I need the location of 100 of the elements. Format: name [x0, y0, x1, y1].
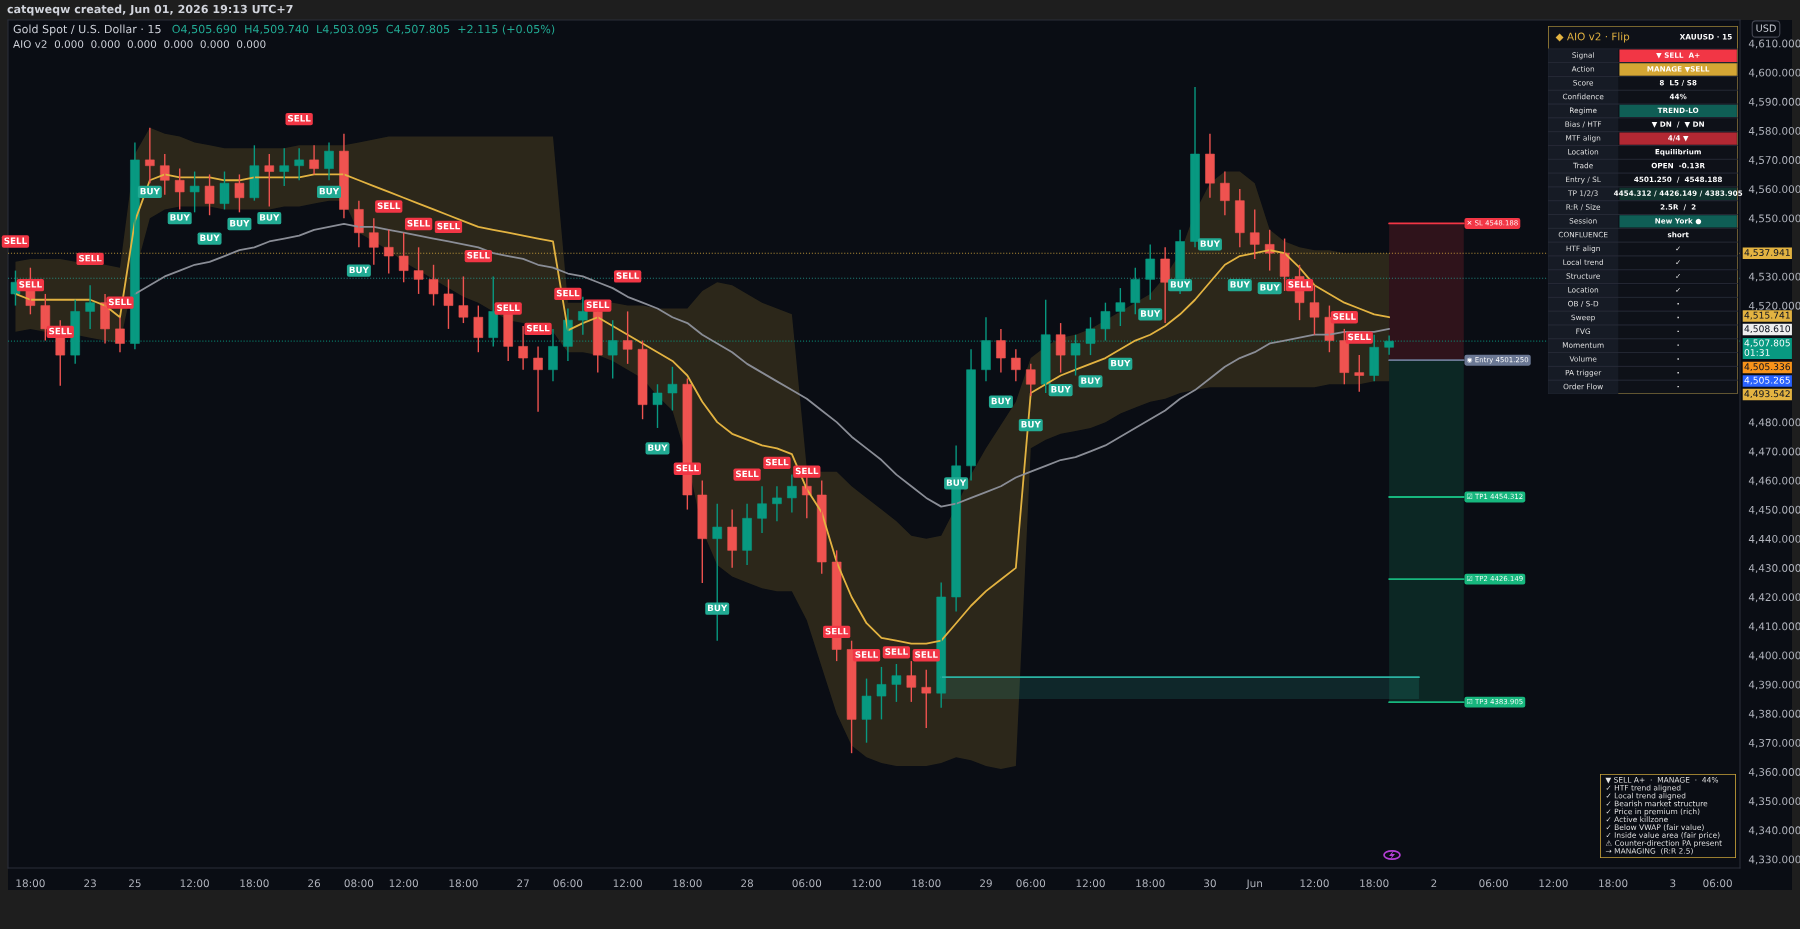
y-tick-label: 4,390.000 [1748, 680, 1800, 690]
candlestick [458, 275, 469, 324]
y-tick-label: 4,550.000 [1748, 214, 1800, 224]
x-tick-label: 12:00 [1300, 879, 1329, 888]
x-tick-label: 18:00 [449, 879, 478, 888]
text: 4,508.610 [1744, 325, 1791, 334]
y-tick-label: 4,360.000 [1748, 768, 1800, 777]
x-tick-label: 3 [1670, 879, 1676, 888]
candlestick [891, 663, 902, 703]
candlestick [413, 246, 424, 295]
x-tick-label: 27 [517, 879, 529, 888]
candlestick [204, 173, 215, 216]
x-tick-label: 06:00 [792, 879, 822, 888]
ref-line-label: 4,507.805 01:31 [1744, 339, 1790, 356]
candlestick [652, 383, 663, 429]
x-tick-label: 30 [1204, 879, 1216, 888]
candlestick [906, 660, 917, 703]
y-tick-label: 4,570.000 [1748, 156, 1800, 166]
candlestick [697, 479, 708, 584]
y-tick-label: 4,580.000 [1748, 126, 1800, 136]
candlestick [309, 144, 319, 176]
y-tick-label: 4,470.000 [1748, 447, 1800, 457]
y-tick-label: 4,450.000 [1748, 505, 1800, 515]
x-tick-label: 12:00 [852, 879, 881, 888]
candlestick [294, 147, 304, 181]
candlestick [921, 669, 932, 729]
candlestick [1115, 287, 1126, 327]
y-tick-label: 4,610.000 [1748, 39, 1800, 49]
candlestick [518, 325, 528, 371]
x-tick-label: 12:00 [1539, 879, 1568, 888]
y-tick-label: 4,560.000 [1748, 185, 1800, 195]
x-tick-label: 29 [980, 879, 992, 888]
candlestick [279, 147, 289, 187]
x-tick-label: 18:00 [673, 879, 702, 888]
y-tick-label: 4,350.000 [1748, 797, 1800, 807]
candlestick [846, 640, 857, 754]
y-tick-label: 4,480.000 [1748, 418, 1800, 428]
candlestick [667, 366, 678, 412]
candlestick [85, 284, 95, 330]
y-tick-label: 4,330.000 [1748, 855, 1800, 865]
x-tick-label: 12:00 [180, 879, 209, 888]
x-tick-label: 23 [84, 879, 96, 888]
text: USD [1756, 24, 1776, 32]
candlestick [1055, 322, 1066, 374]
x-tick-label: Jun [1246, 879, 1262, 890]
y-tick-label: 4,340.000 [1748, 826, 1800, 836]
candlestick [1011, 348, 1021, 383]
y-tick-label: 4,460.000 [1748, 476, 1800, 486]
text: catqweqw created, Jun 01, 2026 19:13 UTC+7 [7, 4, 293, 16]
text: 4,505.265 [1744, 376, 1790, 385]
x-tick-label: 08:00 [344, 879, 374, 888]
x-tick-label: 18:00 [1599, 879, 1628, 888]
y-tick-label: 4,440.000 [1748, 534, 1800, 544]
x-tick-label: 06:00 [553, 879, 583, 888]
candlestick [533, 345, 543, 413]
y-tick-label: 4,370.000 [1748, 738, 1800, 748]
x-tick-label: 06:00 [1479, 879, 1508, 888]
candlestick [1249, 208, 1260, 260]
y-tick-label: 4,590.000 [1748, 97, 1800, 107]
candlestick [772, 485, 782, 522]
candlestick [189, 170, 200, 214]
candlestick [876, 666, 887, 721]
x-tick-label: 26 [308, 879, 321, 888]
y-tick-label: 4,410.000 [1748, 622, 1800, 632]
x-tick-label: 28 [741, 879, 753, 888]
candlestick [443, 278, 454, 330]
x-tick-label: 18:00 [240, 879, 269, 888]
chart-title: Gold Spot / U.S. Dollar · 15 [13, 24, 161, 36]
text: 4,515.741 [1744, 311, 1790, 320]
candlestick [1145, 243, 1155, 301]
y-tick-label: 4,430.000 [1748, 564, 1800, 574]
candlestick [622, 310, 633, 365]
x-tick-label: 18:00 [1136, 879, 1165, 888]
candlestick [40, 293, 51, 342]
x-tick-label: 18:00 [1360, 879, 1389, 888]
candlestick [1279, 237, 1290, 292]
candlestick [473, 304, 484, 353]
candlestick [1130, 267, 1141, 316]
candlestick [428, 264, 439, 307]
y-tick-label: 4,520.000 [1748, 301, 1800, 311]
candlestick [249, 144, 260, 202]
x-tick-label: 18:00 [912, 879, 941, 888]
candlestick [219, 170, 230, 211]
candlestick [637, 339, 648, 420]
x-tick-label: 06:00 [1016, 879, 1046, 888]
y-tick-label: 4,380.000 [1748, 709, 1800, 719]
candlestick [787, 473, 797, 514]
y-tick-label: 4,530.000 [1748, 272, 1800, 282]
text: 4,493.542 [1744, 390, 1790, 399]
annotation: AIO v2 0.000 0.000 0.000 0.000 0.000 0.000 [13, 40, 266, 49]
x-tick-label: 2 [1431, 879, 1437, 888]
candlestick [1026, 363, 1036, 397]
y-tick-label: 4,600.000 [1748, 68, 1800, 78]
candlestick [145, 127, 155, 184]
candlestick [1339, 328, 1350, 385]
candlestick [264, 153, 275, 208]
candlestick [398, 232, 409, 283]
chart-subtitle: O4,505.690 H4,509.740 L4,503.095 C4,507.805 +2.115 (+0.05%) [172, 24, 555, 35]
y-tick-label: 4,400.000 [1748, 651, 1800, 661]
text: ◆ AIO v2 · Flip [1555, 32, 1630, 43]
